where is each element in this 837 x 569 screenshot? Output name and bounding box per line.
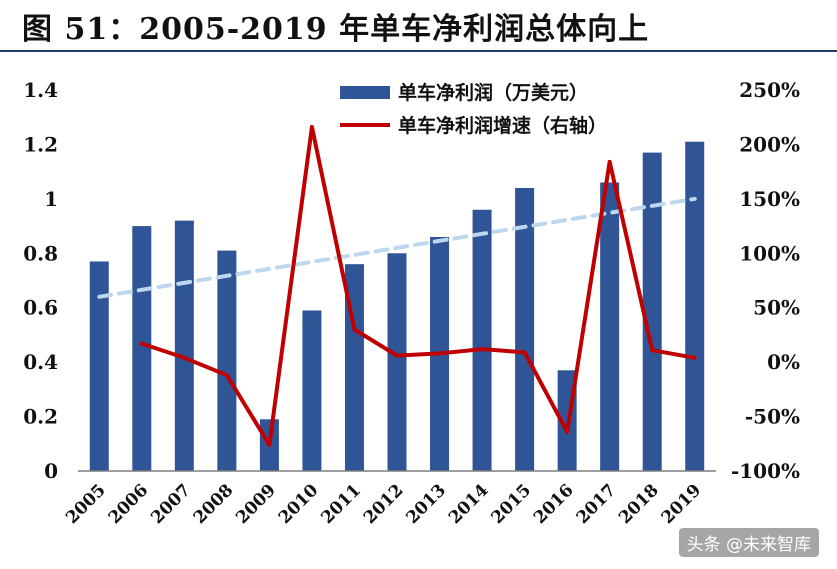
growth-point-2015 xyxy=(522,350,527,355)
growth-line-path xyxy=(141,125,696,447)
x-tick-label: 2019 xyxy=(658,480,706,528)
left-tick-label: 1.2 xyxy=(23,132,58,156)
bar-2017 xyxy=(600,182,620,471)
right-axis-ticks: -100% -50% 0% 50% 100% 150% 200% 250% xyxy=(731,78,800,483)
x-tick-label: 2012 xyxy=(360,480,408,528)
left-tick-label: 0.6 xyxy=(23,296,58,320)
x-tick-label: 2013 xyxy=(402,480,450,528)
x-tick-label: 2007 xyxy=(147,480,195,528)
growth-point-2010 xyxy=(309,125,314,130)
growth-point-2007 xyxy=(182,355,187,360)
bar-2014 xyxy=(472,209,492,471)
left-tick-label: 1.4 xyxy=(23,78,58,102)
left-tick-label: 0 xyxy=(44,459,58,483)
bar-2010 xyxy=(302,310,322,471)
x-tick-label: 2016 xyxy=(530,480,578,528)
bar-2007 xyxy=(174,220,194,471)
right-tick-label: 0% xyxy=(767,350,800,374)
growth-point-2011 xyxy=(352,327,357,332)
growth-point-2014 xyxy=(480,347,485,352)
x-tick-label: 2008 xyxy=(190,480,238,528)
bar-2006 xyxy=(132,226,152,471)
combo-chart: 0 0.2 0.4 0.6 0.8 1 1.2 1.4 -100% -50% 0% 50% 100% 1… xyxy=(23,78,800,528)
x-tick-label: 2005 xyxy=(62,480,110,528)
left-tick-label: 0.2 xyxy=(23,405,58,429)
x-tick-label: 2011 xyxy=(317,480,365,528)
left-axis-ticks: 0 0.2 0.4 0.6 0.8 1 1.2 1.4 xyxy=(23,78,58,483)
x-tick-label: 2006 xyxy=(105,480,153,528)
x-tick-label: 2015 xyxy=(488,480,536,528)
growth-point-2018 xyxy=(650,348,655,353)
right-tick-label: 150% xyxy=(739,187,800,211)
x-tick-label: 2017 xyxy=(573,480,621,528)
legend: 单车净利润（万美元） 单车净利润增速（右轴） xyxy=(340,81,607,137)
bar-2018 xyxy=(642,152,662,471)
left-tick-label: 1 xyxy=(44,187,58,211)
bar-2012 xyxy=(387,253,407,471)
growth-point-2006 xyxy=(139,341,144,346)
title-bar: 图 51：2005-2019 年单车净利润总体向上 xyxy=(0,0,837,52)
growth-point-2013 xyxy=(437,351,442,356)
left-tick-label: 0.8 xyxy=(23,241,58,265)
x-tick-label: 2018 xyxy=(615,480,663,528)
growth-point-2012 xyxy=(395,353,399,358)
right-tick-label: 250% xyxy=(739,78,800,102)
growth-point-2008 xyxy=(224,373,229,378)
bar-2008 xyxy=(217,250,237,471)
trendline xyxy=(97,196,697,299)
growth-point-2019 xyxy=(692,355,697,360)
right-tick-label: -100% xyxy=(731,459,800,483)
growth-line-series xyxy=(139,125,697,447)
growth-point-2009 xyxy=(267,442,272,447)
x-tick-label: 2014 xyxy=(445,480,493,528)
legend-label-bar: 单车净利润（万美元） xyxy=(398,81,588,104)
growth-point-2016 xyxy=(565,429,570,434)
bar-2015 xyxy=(515,187,535,471)
right-tick-label: 200% xyxy=(739,132,800,156)
page-title: 图 51：2005-2019 年单车净利润总体向上 xyxy=(22,12,650,47)
left-tick-label: 0.4 xyxy=(23,350,58,374)
right-tick-label: 50% xyxy=(753,296,800,320)
bar-2019 xyxy=(685,141,705,471)
legend-label-line: 单车净利润增速（右轴） xyxy=(398,114,607,137)
x-tick-label: 2009 xyxy=(232,480,280,528)
x-tick-label: 2010 xyxy=(275,480,323,528)
trendline-path xyxy=(97,196,697,299)
watermark: 头条 @未来智库 xyxy=(678,528,819,557)
right-tick-label: -50% xyxy=(745,405,800,429)
growth-point-2017 xyxy=(607,159,612,164)
bar-2005 xyxy=(89,261,109,471)
bar-series xyxy=(89,141,705,471)
legend-swatch-bar xyxy=(340,86,390,99)
x-axis-ticks: 2005200620072008200920102011201220132014… xyxy=(62,480,705,528)
right-tick-label: 100% xyxy=(739,241,800,265)
